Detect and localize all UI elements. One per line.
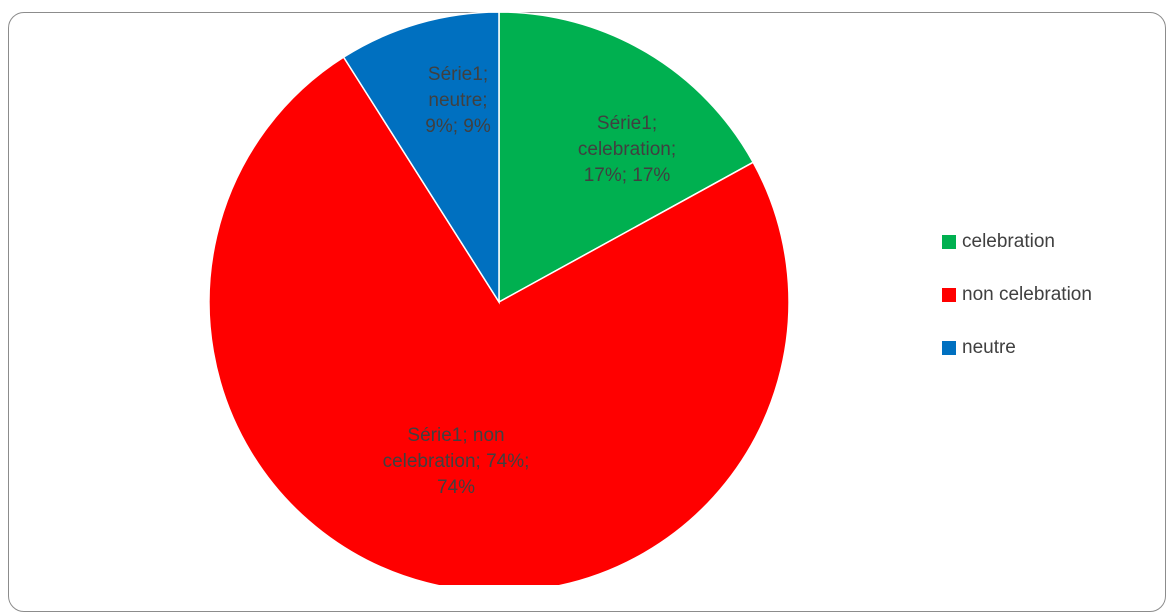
data-label-line: celebration; 74%;: [383, 451, 530, 472]
legend: celebration non celebration neutre: [942, 229, 1092, 388]
pie-chart: Série1; celebration; 17%; 17% Série1; non ce…: [208, 11, 790, 585]
pie-data-labels: Série1; celebration; 17%; 17% Série1; non ce…: [383, 64, 677, 498]
data-label-line: Série1; non: [407, 425, 504, 446]
data-label-line: Série1;: [597, 113, 657, 134]
legend-label-celebration: celebration: [962, 231, 1055, 252]
legend-item-celebration: celebration: [942, 229, 1092, 255]
data-label-line: celebration;: [578, 139, 676, 160]
legend-label-non-celebration: non celebration: [962, 284, 1092, 305]
data-label-non-celebration: Série1; non celebration; 74%; 74%: [383, 425, 530, 498]
legend-item-neutre: neutre: [942, 335, 1092, 361]
legend-item-non-celebration: non celebration: [942, 282, 1092, 308]
data-label-line: Série1;: [428, 64, 488, 85]
data-label-line: 9%; 9%: [425, 116, 491, 137]
legend-swatch-neutre: [942, 341, 956, 355]
data-label-neutre: Série1; neutre; 9%; 9%: [425, 64, 491, 137]
legend-swatch-non-celebration: [942, 288, 956, 302]
legend-label-neutre: neutre: [962, 337, 1016, 358]
data-label-celebration: Série1; celebration; 17%; 17%: [578, 113, 676, 186]
pie-slices: [208, 11, 790, 585]
legend-swatch-celebration: [942, 235, 956, 249]
pie-slice-non-celebration: [208, 56, 790, 585]
pie-slice-celebration: [498, 11, 755, 304]
pie-slice-neutre: [342, 11, 500, 305]
data-label-line: 74%: [437, 477, 475, 498]
data-label-line: neutre;: [428, 90, 487, 111]
data-label-line: 17%; 17%: [584, 165, 671, 186]
